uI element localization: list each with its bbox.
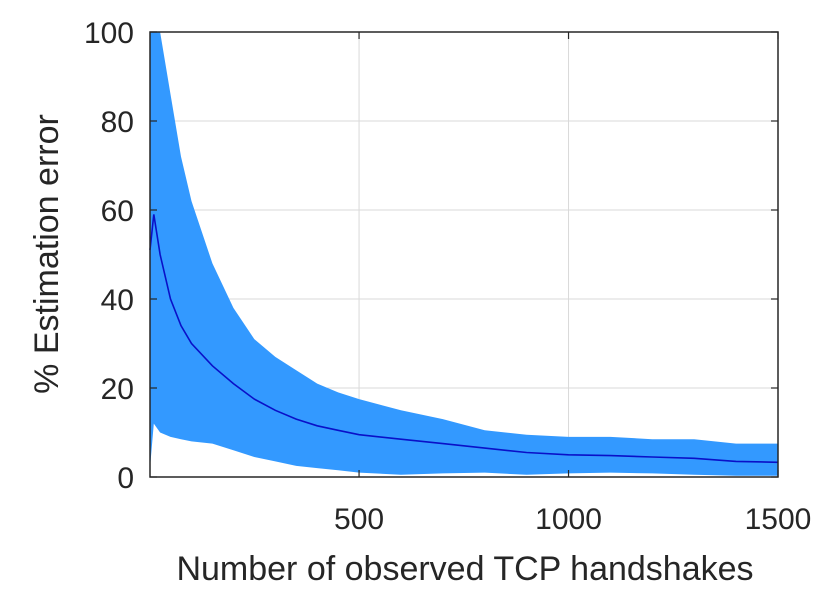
- error-band-area: [150, 32, 778, 476]
- x-axis-ticks: 500 1000 1500: [334, 32, 811, 536]
- y-axis-ticks: 0 20 40 60 80 100: [84, 17, 778, 495]
- x-axis-label: Number of observed TCP handshakes: [176, 550, 753, 588]
- y-tick-label: 60: [101, 195, 134, 228]
- plot-frame: [149, 31, 779, 478]
- x-tick-label: 500: [334, 503, 384, 536]
- y-tick-label: 0: [117, 462, 134, 495]
- y-tick-label: 100: [84, 17, 134, 50]
- y-tick-label: 40: [101, 284, 134, 317]
- mean-line-series: [149, 214, 779, 464]
- error-band: [150, 32, 778, 476]
- y-axis-label: % Estimation error: [28, 114, 66, 394]
- x-tick-label: 1500: [745, 503, 812, 536]
- y-tick-label: 20: [101, 373, 134, 406]
- x-tick-label: 1000: [535, 503, 602, 536]
- mean-error-line: [149, 214, 779, 464]
- y-tick-label: 80: [101, 106, 134, 139]
